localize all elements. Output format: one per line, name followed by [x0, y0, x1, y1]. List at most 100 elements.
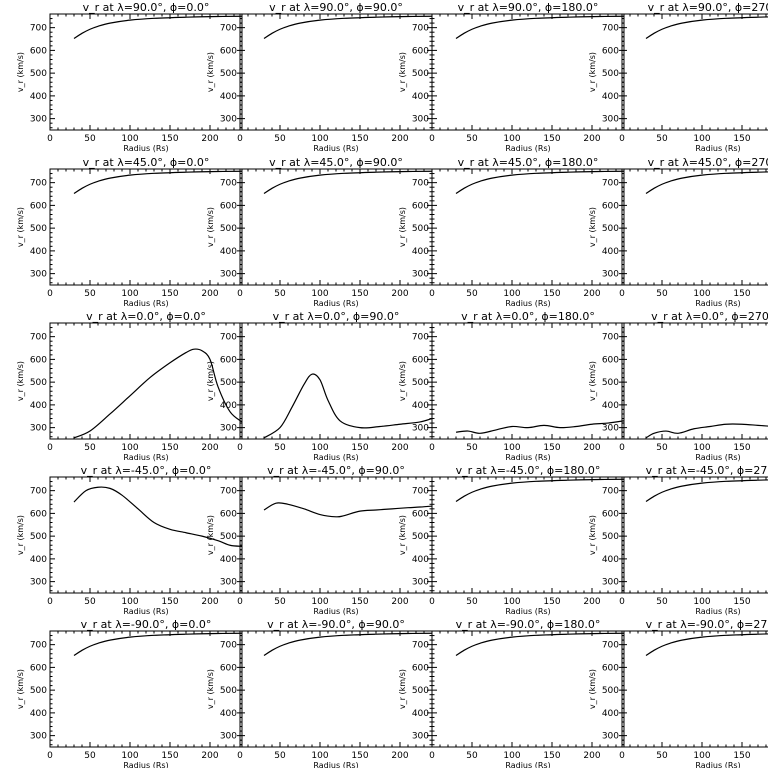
x-tick-label: 100 [503, 443, 520, 453]
x-tick-label: 100 [121, 134, 138, 144]
y-tick-label: 500 [30, 686, 47, 696]
chart-title: v_r at λ=90.0°, ϕ=270.0° [648, 1, 768, 14]
x-tick-label: 0 [237, 751, 243, 761]
y-tick-label: 700 [412, 179, 429, 189]
chart-panel-7: v_r at λ=45.0°, ϕ=180.0°0 50 100 150 2003004… [398, 156, 625, 308]
x-tick-label: 100 [311, 751, 328, 761]
x-tick-label: 100 [693, 597, 710, 607]
y-tick-label: 600 [30, 46, 47, 56]
x-tick-label: 0 [619, 443, 625, 453]
y-tick-label: 300 [220, 732, 237, 742]
y-tick-label: 400 [602, 92, 619, 102]
x-tick-label: 200 [391, 597, 408, 607]
y-tick-label: 500 [30, 378, 47, 388]
y-tick-label: 300 [412, 578, 429, 588]
y-tick-label: 400 [30, 555, 47, 565]
y-tick-label: 300 [602, 270, 619, 280]
y-tick-label: 400 [220, 247, 237, 257]
y-axis-label: v_r (km/s) [398, 207, 407, 247]
y-axis-label: v_r (km/s) [588, 52, 597, 92]
y-tick-label: 300 [30, 578, 47, 588]
x-tick-label: 0 [429, 289, 435, 299]
y-tick-label: 600 [412, 355, 429, 365]
series-line [645, 16, 768, 40]
x-tick-label: 150 [543, 751, 560, 761]
x-tick-label: 0 [619, 597, 625, 607]
y-tick-label: 300 [220, 270, 237, 280]
x-tick-label: 50 [656, 751, 668, 761]
series-line [73, 15, 242, 40]
y-axis-label: v_r (km/s) [588, 207, 597, 247]
x-tick-label: 0 [619, 134, 625, 144]
y-tick-label: 600 [220, 355, 237, 365]
x-tick-label: 50 [656, 289, 668, 299]
y-tick-label: 400 [602, 709, 619, 719]
series-line [263, 502, 432, 518]
x-tick-label: 50 [656, 443, 668, 453]
x-tick-label: 150 [351, 751, 368, 761]
y-tick-label: 500 [412, 224, 429, 234]
y-tick-label: 500 [220, 224, 237, 234]
chart-title: v_r at λ=90.0°, ϕ=90.0° [269, 1, 403, 14]
x-tick-label: 200 [201, 289, 218, 299]
y-tick-label: 300 [412, 732, 429, 742]
y-tick-label: 300 [30, 732, 47, 742]
y-tick-label: 400 [602, 401, 619, 411]
chart-title: v_r at λ=-90.0°, ϕ=180.0° [456, 618, 601, 631]
y-tick-label: 400 [602, 555, 619, 565]
x-tick-label: 100 [693, 751, 710, 761]
x-tick-label: 100 [503, 289, 520, 299]
x-tick-label: 50 [466, 134, 478, 144]
x-axis-label: Radius (Rs) [313, 299, 358, 308]
y-tick-label: 400 [602, 247, 619, 257]
y-tick-label: 400 [220, 555, 237, 565]
x-tick-label: 200 [201, 751, 218, 761]
y-tick-label: 500 [412, 686, 429, 696]
x-tick-label: 100 [121, 597, 138, 607]
y-tick-label: 600 [30, 201, 47, 211]
chart-panel-16: v_r at λ=-45.0°, ϕ=270.0°050100150200300… [588, 464, 768, 616]
x-tick-label: 200 [391, 751, 408, 761]
chart-title: v_r at λ=45.0°, ϕ=90.0° [269, 156, 403, 169]
chart-panel-15: v_r at λ=-45.0°, ϕ=180.0°0 50 100 150 200300… [398, 464, 625, 616]
y-axis-label: v_r (km/s) [16, 669, 25, 709]
y-tick-label: 700 [220, 487, 237, 497]
x-tick-label: 200 [583, 443, 600, 453]
y-tick-label: 300 [220, 424, 237, 434]
x-axis-label: Radius (Rs) [695, 453, 740, 462]
x-tick-label: 50 [274, 134, 286, 144]
x-tick-label: 0 [237, 443, 243, 453]
x-axis-label: Radius (Rs) [695, 607, 740, 616]
y-tick-label: 500 [412, 378, 429, 388]
x-tick-label: 150 [543, 289, 560, 299]
x-axis-label: Radius (Rs) [313, 761, 358, 768]
chart-panel-13: v_r at λ=-45.0°, ϕ=0.0°0 50 100 150 20030040… [16, 464, 243, 616]
x-tick-label: 50 [274, 751, 286, 761]
x-tick-label: 150 [733, 289, 750, 299]
x-tick-label: 0 [619, 751, 625, 761]
x-tick-label: 0 [237, 289, 243, 299]
series-line [455, 170, 624, 195]
y-tick-label: 700 [602, 24, 619, 34]
x-tick-label: 50 [84, 597, 96, 607]
series-line [455, 632, 624, 657]
x-axis-label: Radius (Rs) [505, 607, 550, 616]
y-tick-label: 300 [602, 732, 619, 742]
y-tick-label: 400 [220, 709, 237, 719]
x-tick-label: 150 [161, 443, 178, 453]
y-tick-label: 500 [30, 69, 47, 79]
y-axis-label: v_r (km/s) [588, 669, 597, 709]
x-tick-label: 0 [237, 597, 243, 607]
y-tick-label: 300 [412, 115, 429, 125]
y-tick-label: 400 [30, 247, 47, 257]
x-tick-label: 100 [311, 443, 328, 453]
y-tick-label: 500 [220, 378, 237, 388]
chart-panel-9: v_r at λ=0.0°, ϕ=0.0°0 50 100 150 2003004005… [16, 310, 243, 462]
x-tick-label: 100 [311, 597, 328, 607]
chart-title: v_r at λ=90.0°, ϕ=0.0° [83, 1, 210, 14]
y-tick-label: 500 [220, 686, 237, 696]
chart-title: v_r at λ=0.0°, ϕ=0.0° [86, 310, 206, 323]
x-tick-label: 100 [693, 134, 710, 144]
x-tick-label: 200 [583, 751, 600, 761]
y-tick-label: 400 [412, 247, 429, 257]
